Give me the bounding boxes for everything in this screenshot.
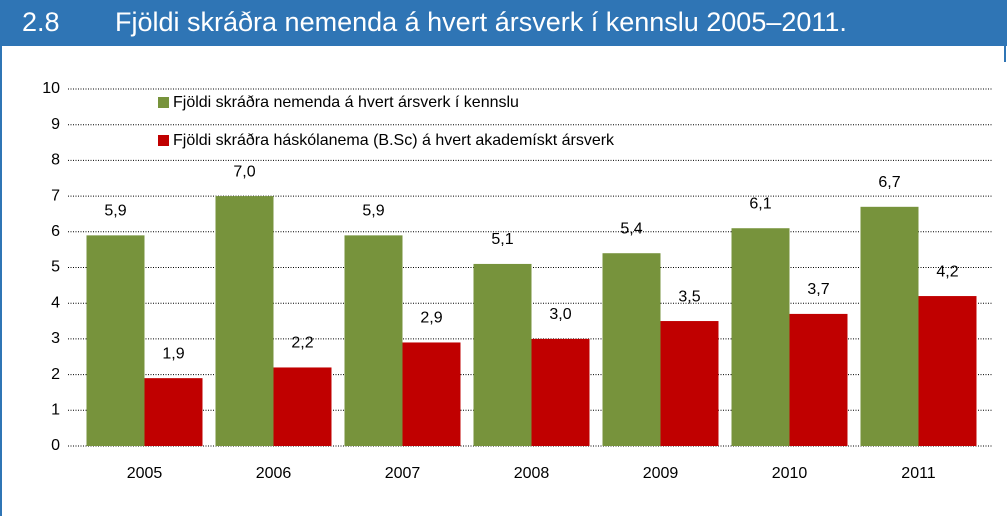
- value-label: 2,2: [291, 335, 313, 352]
- value-label: 3,5: [678, 288, 700, 305]
- x-tick-label: 2011: [901, 465, 936, 482]
- y-tick-label: 10: [42, 80, 60, 97]
- bar: [402, 342, 461, 446]
- x-tick-label: 2010: [772, 465, 808, 482]
- x-tick-label: 2006: [256, 465, 292, 482]
- value-label: 5,1: [491, 231, 513, 248]
- value-label: 7,0: [233, 163, 255, 180]
- value-label: 5,4: [620, 220, 642, 237]
- bar: [144, 378, 203, 446]
- bar: [918, 296, 977, 446]
- bar: [86, 235, 145, 446]
- value-label: 5,9: [104, 203, 126, 220]
- y-tick-label: 3: [51, 330, 60, 347]
- value-label: 1,9: [162, 345, 184, 362]
- x-tick-label: 2008: [514, 465, 550, 482]
- legend-swatch: [158, 97, 169, 108]
- value-label: 3,0: [549, 306, 571, 323]
- y-tick-label: 6: [51, 223, 60, 240]
- value-label: 3,7: [807, 281, 829, 298]
- legend-label: Fjöldi skráðra nemenda á hvert ársverk í…: [173, 94, 519, 111]
- bar: [344, 235, 403, 446]
- value-label: 5,9: [362, 203, 384, 220]
- y-tick-label: 0: [51, 437, 60, 454]
- chart-title: Fjöldi skráðra nemenda á hvert ársverk í…: [115, 7, 847, 37]
- y-tick-label: 2: [51, 366, 60, 383]
- y-tick-label: 5: [51, 259, 60, 276]
- y-tick-label: 1: [51, 402, 60, 419]
- y-tick-label: 9: [51, 116, 60, 133]
- x-tick-label: 2007: [385, 465, 421, 482]
- x-tick-label: 2009: [643, 465, 679, 482]
- bar: [473, 263, 532, 446]
- legend-label: Fjöldi skráðra háskólanema (B.Sc) á hver…: [173, 132, 615, 149]
- value-label: 4,2: [936, 263, 958, 280]
- x-tick-label: 2005: [127, 465, 163, 482]
- bar: [602, 253, 661, 446]
- value-label: 6,7: [878, 174, 900, 191]
- bar: [860, 206, 919, 446]
- value-label: 6,1: [749, 195, 771, 212]
- y-tick-label: 8: [51, 152, 60, 169]
- bar: [789, 313, 848, 446]
- bar: [731, 228, 790, 446]
- y-tick-label: 4: [51, 294, 60, 311]
- legend-swatch: [158, 135, 169, 146]
- bar: [660, 321, 719, 446]
- value-label: 2,9: [420, 310, 442, 327]
- figure-number: 2.8: [22, 7, 60, 37]
- bar: [531, 338, 590, 446]
- y-tick-label: 7: [51, 187, 60, 204]
- bar: [273, 367, 332, 446]
- bar: [215, 196, 274, 446]
- header-bar: [0, 0, 1007, 46]
